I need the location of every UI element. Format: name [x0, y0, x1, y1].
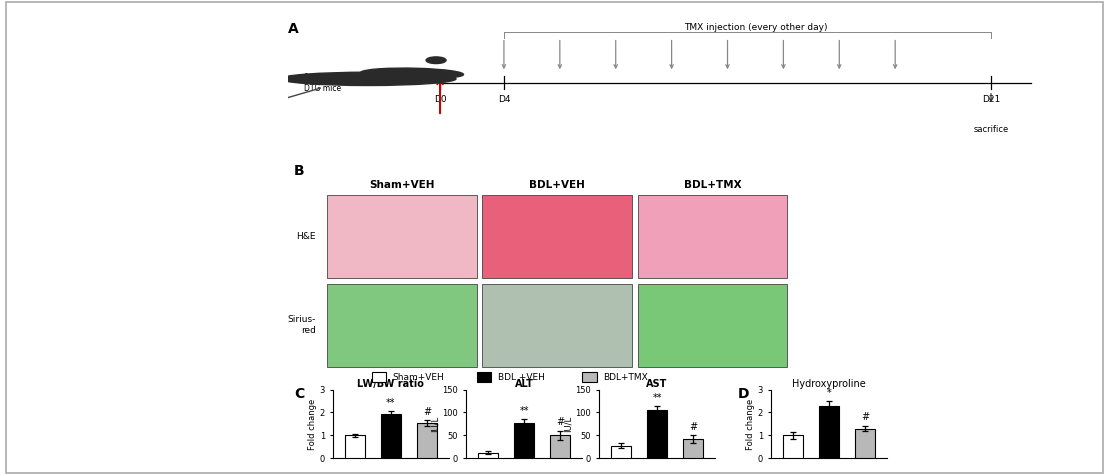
- Text: sacrifice: sacrifice: [974, 125, 1008, 134]
- Bar: [550, 436, 570, 458]
- Text: D4: D4: [498, 95, 510, 104]
- Title: AST: AST: [647, 379, 668, 389]
- Bar: [818, 406, 840, 458]
- Bar: [647, 410, 668, 458]
- Text: D21: D21: [981, 95, 1000, 104]
- Text: D: D: [737, 387, 749, 401]
- Text: H&E: H&E: [296, 232, 316, 241]
- Text: B: B: [294, 164, 305, 178]
- Ellipse shape: [281, 72, 456, 86]
- Text: BDL+VEH: BDL+VEH: [529, 180, 586, 190]
- Text: #: #: [862, 412, 869, 422]
- Text: TMX injection (every other day): TMX injection (every other day): [684, 23, 827, 32]
- Text: A: A: [288, 22, 299, 36]
- Text: *: *: [826, 388, 832, 398]
- Bar: [611, 446, 631, 458]
- Y-axis label: Fold change: Fold change: [746, 399, 755, 449]
- Bar: [380, 414, 401, 458]
- Ellipse shape: [426, 57, 446, 64]
- Y-axis label: Fold change: Fold change: [308, 399, 317, 449]
- Text: BDL+TMX: BDL+TMX: [603, 373, 648, 381]
- Y-axis label: IU/L: IU/L: [563, 416, 572, 432]
- Title: ALT: ALT: [515, 379, 533, 389]
- Text: **: **: [652, 393, 662, 403]
- Bar: [513, 423, 535, 458]
- Text: BDL +VEH: BDL +VEH: [498, 373, 545, 381]
- Text: Sirius-
red: Sirius- red: [287, 315, 316, 335]
- Text: #: #: [424, 407, 431, 417]
- Bar: [783, 436, 803, 458]
- Title: LW/BW ratio: LW/BW ratio: [357, 379, 425, 389]
- Text: Sham+VEH: Sham+VEH: [393, 373, 445, 381]
- Bar: [478, 453, 498, 458]
- Text: #: #: [557, 418, 564, 428]
- Text: Sham+VEH: Sham+VEH: [369, 180, 435, 190]
- Bar: [417, 423, 437, 458]
- Text: #: #: [690, 422, 698, 432]
- Text: 8 week-old
DTG mice: 8 week-old DTG mice: [304, 73, 346, 93]
- Title: Hydroxyproline: Hydroxyproline: [792, 379, 866, 389]
- Ellipse shape: [360, 68, 464, 79]
- Bar: [683, 439, 703, 458]
- Bar: [345, 436, 365, 458]
- Text: C: C: [294, 387, 304, 401]
- Y-axis label: IU/L: IU/L: [430, 416, 439, 432]
- Text: D0: D0: [434, 95, 446, 104]
- Bar: [855, 428, 875, 458]
- Text: BDL+TMX: BDL+TMX: [684, 180, 741, 190]
- Text: **: **: [519, 406, 529, 416]
- Text: **: **: [386, 398, 396, 408]
